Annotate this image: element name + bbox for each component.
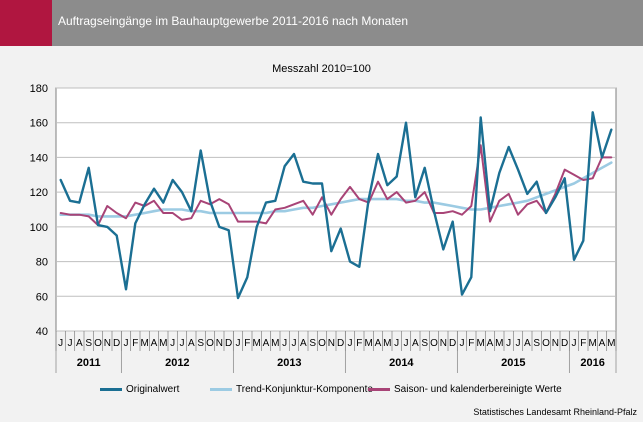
year-label: 2015: [501, 357, 525, 369]
month-label: D: [561, 338, 568, 349]
year-label: 2011: [77, 357, 101, 369]
month-label: A: [188, 338, 195, 349]
chart-subtitle: Messzahl 2010=100: [272, 63, 371, 75]
legend-item-original: Originalwert: [100, 384, 179, 395]
year-label: 2012: [165, 357, 189, 369]
month-label: S: [85, 338, 92, 349]
month-label: A: [263, 338, 270, 349]
month-label: J: [404, 338, 409, 349]
month-label: J: [180, 338, 185, 349]
month-label: F: [244, 338, 250, 349]
month-label: M: [588, 338, 596, 349]
legend-item-trend: Trend-Konjunktur-Komponente: [210, 384, 373, 395]
legend-label-original: Originalwert: [126, 384, 180, 395]
year-label: 2014: [389, 357, 414, 369]
legend-swatch-trend: [210, 388, 232, 391]
month-label: J: [292, 338, 297, 349]
y-tick-label: 100: [30, 222, 48, 234]
month-label: M: [140, 338, 148, 349]
y-tick-label: 60: [36, 291, 48, 303]
legend-swatch-original: [100, 388, 122, 391]
month-label: J: [282, 338, 287, 349]
y-tick-label: 40: [36, 326, 48, 338]
series-line-adjusted: [59, 144, 613, 227]
month-label: A: [599, 338, 606, 349]
series-line-original: [59, 111, 613, 300]
month-label: M: [271, 338, 279, 349]
year-label: 2013: [277, 357, 301, 369]
y-tick-label: 180: [30, 83, 48, 95]
month-label: N: [552, 338, 559, 349]
month-label: M: [159, 338, 167, 349]
title-bar: [0, 0, 643, 46]
month-label: N: [216, 338, 223, 349]
month-label: J: [348, 338, 353, 349]
year-label: 2016: [580, 357, 604, 369]
month-label: O: [542, 338, 550, 349]
month-label: D: [225, 338, 232, 349]
legend-item-adjusted: Saison- und kalenderbereinigte Werte: [368, 384, 562, 395]
month-label: F: [356, 338, 362, 349]
month-label: S: [197, 338, 204, 349]
source-note: Statistisches Landesamt Rheinland-Pfalz: [473, 407, 637, 417]
month-label: J: [394, 338, 399, 349]
month-label: D: [113, 338, 120, 349]
legend-label-adjusted: Saison- und kalenderbereinigte Werte: [394, 384, 562, 395]
month-label: A: [151, 338, 158, 349]
legend-swatch-adjusted: [368, 388, 390, 391]
month-label: A: [76, 338, 83, 349]
month-label: O: [206, 338, 214, 349]
month-label: J: [516, 338, 521, 349]
series-line-trend: [59, 161, 613, 218]
plot-area: [55, 87, 617, 332]
month-label: M: [495, 338, 503, 349]
month-label: N: [328, 338, 335, 349]
month-label: J: [58, 338, 63, 349]
month-label: A: [300, 338, 307, 349]
y-tick-label: 80: [36, 257, 48, 269]
month-label: J: [236, 338, 241, 349]
month-label: N: [104, 338, 111, 349]
month-label: J: [460, 338, 465, 349]
month-label: J: [170, 338, 175, 349]
month-label: S: [533, 338, 540, 349]
month-label: O: [430, 338, 438, 349]
brand-accent-block: [0, 0, 52, 46]
month-label: O: [318, 338, 326, 349]
month-label: A: [524, 338, 531, 349]
month-label: M: [607, 338, 615, 349]
chart-title: Auftragseingänge im Bauhauptgewerbe 2011…: [58, 14, 409, 28]
month-label: A: [375, 338, 382, 349]
month-label: J: [572, 338, 577, 349]
month-label: J: [506, 338, 511, 349]
month-label: J: [124, 338, 129, 349]
month-label: D: [337, 338, 344, 349]
legend-label-trend: Trend-Konjunktur-Komponente: [236, 384, 373, 395]
month-label: F: [468, 338, 474, 349]
y-tick-label: 120: [30, 187, 48, 199]
month-label: A: [487, 338, 494, 349]
month-label: M: [252, 338, 260, 349]
y-tick-label: 160: [30, 118, 48, 130]
month-label: A: [412, 338, 419, 349]
month-label: M: [476, 338, 484, 349]
month-label: N: [440, 338, 447, 349]
chart-legend: Originalwert Trend-Konjunktur-Komponente…: [0, 384, 643, 398]
month-label: S: [421, 338, 428, 349]
month-label: M: [364, 338, 372, 349]
month-label: F: [132, 338, 138, 349]
month-label: J: [68, 338, 73, 349]
month-label: F: [580, 338, 586, 349]
month-label: O: [94, 338, 102, 349]
month-label: S: [309, 338, 316, 349]
y-tick-label: 140: [30, 152, 48, 164]
month-label: M: [383, 338, 391, 349]
month-label: D: [449, 338, 456, 349]
